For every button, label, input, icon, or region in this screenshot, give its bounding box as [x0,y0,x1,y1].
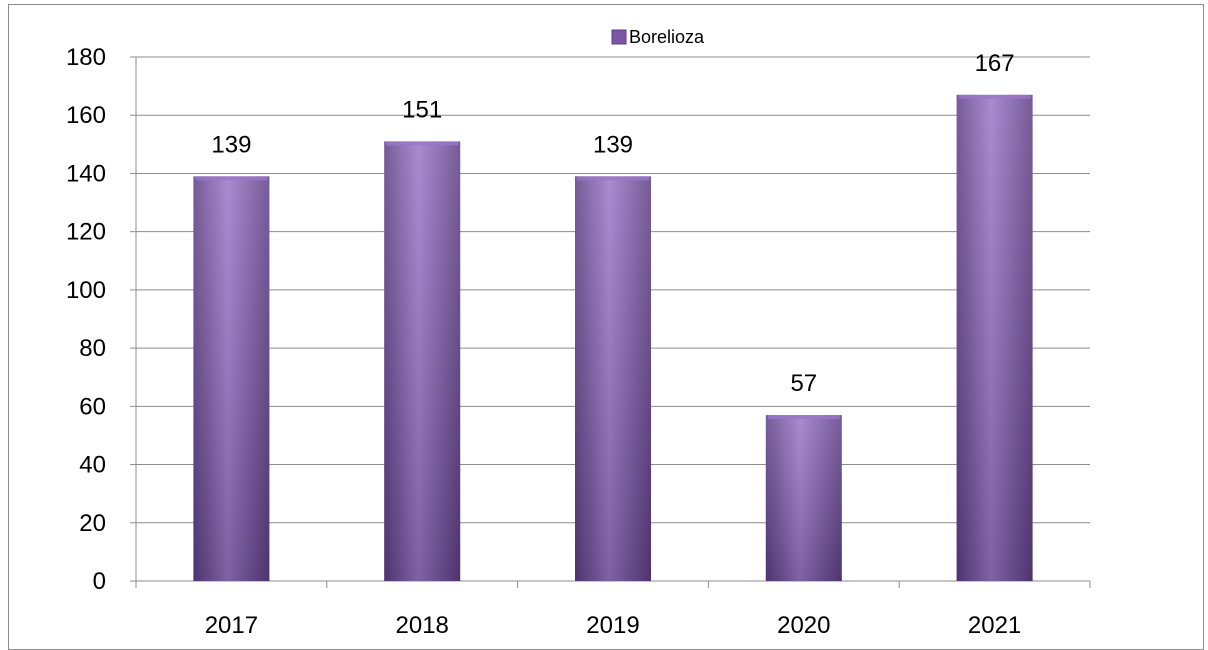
bar-shade-2020 [765,415,842,581]
bar-shade-2018 [384,141,461,581]
y-tick-label: 140 [66,160,106,187]
bar-shade-2021 [956,94,1033,581]
bar-top-2020 [767,415,840,420]
data-label-2019: 139 [593,131,633,158]
x-tick-label-2018: 2018 [396,612,449,639]
y-tick-label: 100 [66,277,106,304]
x-tick-label-2017: 2017 [205,612,258,639]
data-label-2017: 139 [211,131,251,158]
legend: Borelioza [611,27,705,47]
legend-label-borelioza: Borelioza [629,27,705,47]
y-tick-label: 160 [66,102,106,129]
y-tick-label: 20 [79,510,106,537]
y-tick-label: 80 [79,335,106,362]
labels: 0 20 40 60 80 100 120 140 160 180 139 2017 151 2018 13… [66,44,1021,639]
x-tick-label-2020: 2020 [777,612,830,639]
y-tick-label: 120 [66,219,106,246]
y-tick-label: 60 [79,393,106,420]
data-label-2021: 167 [975,50,1015,77]
bar-top-2019 [577,176,649,181]
y-tick-label: 180 [66,44,106,71]
bar-top-2021 [958,94,1031,99]
data-label-2018: 151 [402,96,442,123]
x-tick-label-2019: 2019 [586,612,639,639]
legend-swatch-borelioza [611,29,627,45]
bar-shade-2019 [575,176,651,581]
bar-top-2018 [386,141,459,146]
bars [193,94,1033,581]
bar-shade-2017 [193,176,270,581]
x-tick-label-2021: 2021 [968,612,1021,639]
y-tick-label: 0 [93,568,106,595]
data-label-2020: 57 [790,370,817,397]
y-tick-label: 40 [79,452,106,479]
bar-top-2017 [195,176,268,181]
